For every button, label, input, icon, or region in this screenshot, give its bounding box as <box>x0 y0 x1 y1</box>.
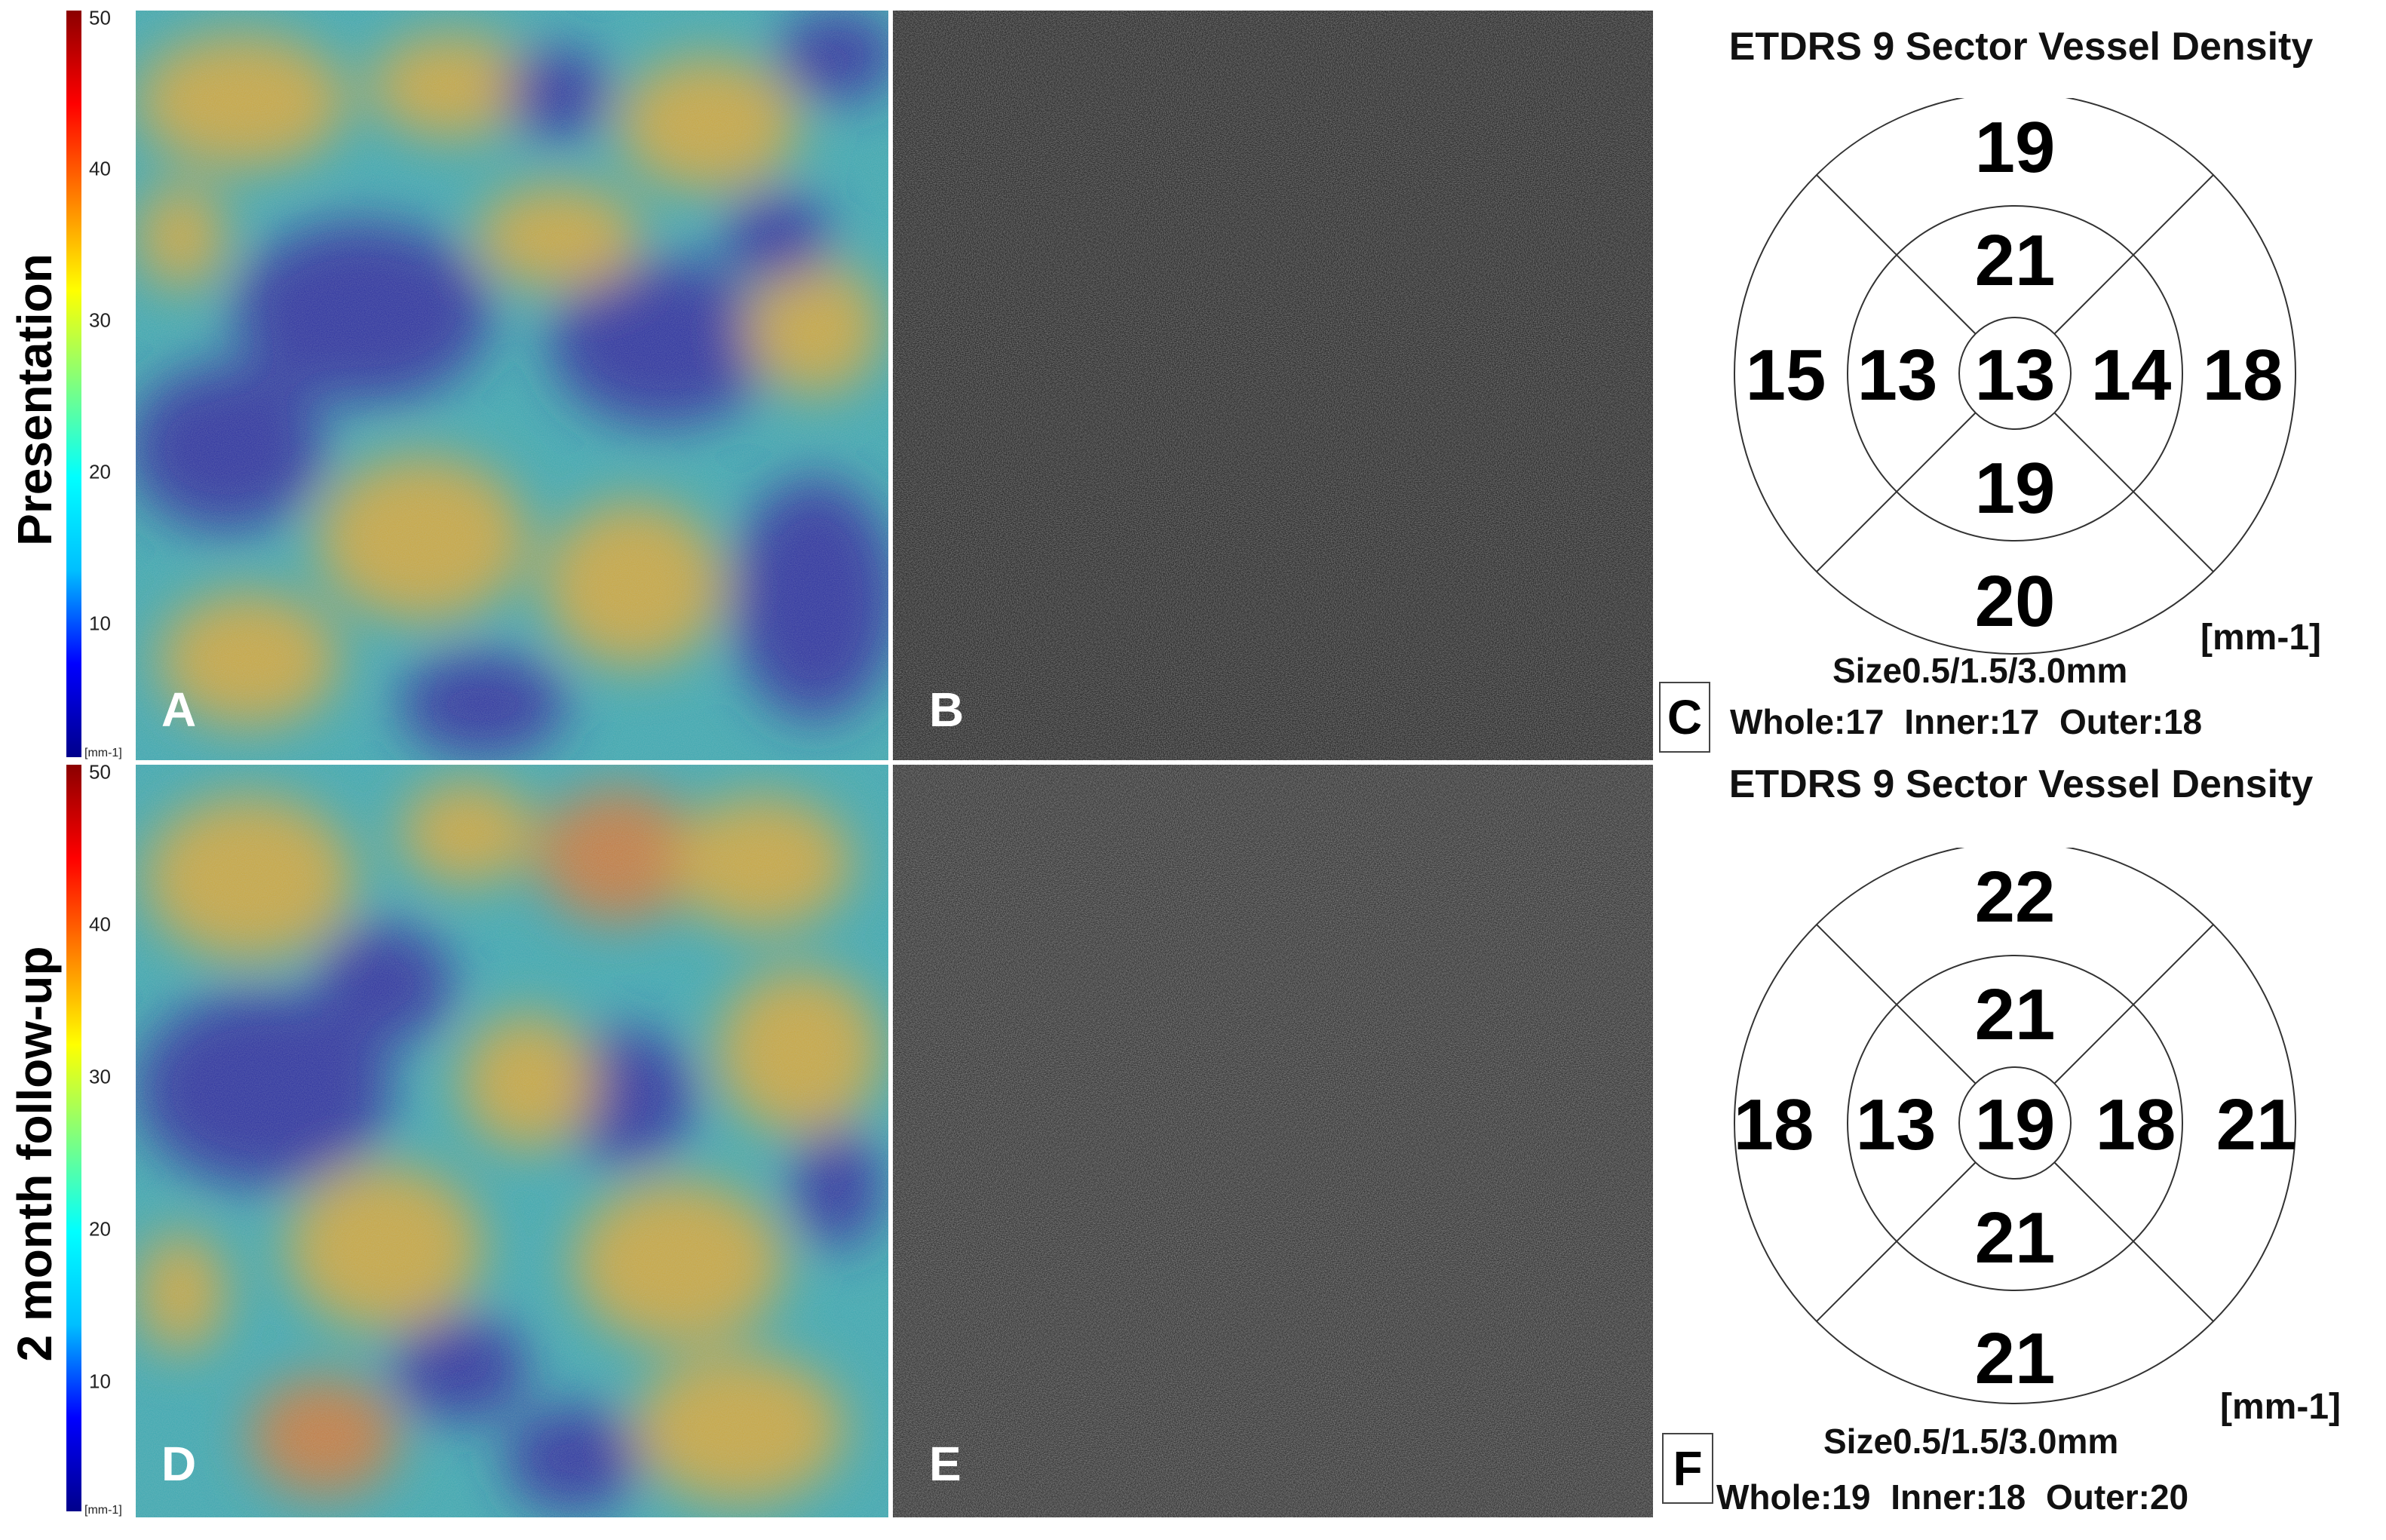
etdrs-stats-c: Whole:17 Inner:17 Outer:18 <box>1730 702 2203 741</box>
row-label-presentation: Presentation <box>8 253 62 546</box>
vessel-density-heatmap-a <box>136 11 888 760</box>
panel-letter-c: C <box>1659 682 1710 753</box>
etdrs-unit-c: [mm-1] <box>2200 618 2322 658</box>
etdrs-grid-f: 22 21 18 13 19 18 21 21 21 <box>1734 848 2297 1404</box>
colorbar-1-tick: 10 <box>89 612 111 635</box>
sector-inner-superior: 21 <box>1975 974 2056 1055</box>
sector-inner-right: 18 <box>2096 1084 2176 1165</box>
sector-outer-superior: 19 <box>1975 107 2056 188</box>
etdrs-size-c: Size0.5/1.5/3.0mm <box>1832 651 2128 690</box>
colorbar-2-unit: [mm-1] <box>84 1504 122 1517</box>
etdrs-grid-c: 19 21 15 13 13 14 18 19 20 <box>1734 98 2296 655</box>
sector-center: 19 <box>1975 1084 2056 1165</box>
panel-letter-b: B <box>929 683 965 737</box>
colorbar-1-tick: 50 <box>89 6 111 29</box>
etdrs-title-f: ETDRS 9 Sector Vessel Density <box>1728 762 2314 806</box>
colorbar-2-tick: 20 <box>89 1217 111 1241</box>
panel-letter-a: A <box>161 683 197 737</box>
vessel-density-heatmap-d <box>136 765 888 1517</box>
sector-outer-left: 18 <box>1734 1084 1814 1165</box>
sector-inner-left: 13 <box>1857 335 1938 416</box>
colorbar-1-tick: 20 <box>89 460 111 483</box>
colorbar-2-tick: 30 <box>89 1065 111 1088</box>
etdrs-size-f: Size0.5/1.5/3.0mm <box>1823 1422 2119 1461</box>
sector-outer-inferior: 21 <box>1975 1318 2056 1399</box>
colorbar-1 <box>66 11 81 757</box>
panel-letter-f: F <box>1662 1433 1713 1504</box>
oct-angiography-image-b <box>893 11 1653 760</box>
etdrs-stats-f: Whole:19 Inner:18 Outer:20 <box>1716 1477 2189 1517</box>
sector-outer-right: 18 <box>2203 335 2283 416</box>
sector-outer-inferior: 20 <box>1975 561 2056 642</box>
sector-inner-left: 13 <box>1856 1084 1937 1165</box>
row-divider <box>136 760 1653 765</box>
sector-outer-superior: 22 <box>1975 857 2056 937</box>
colorbar-1-tick: 40 <box>89 157 111 180</box>
colorbar-2 <box>66 765 81 1511</box>
colorbar-1-unit: [mm-1] <box>84 747 122 759</box>
sector-inner-right: 14 <box>2091 335 2172 416</box>
sector-outer-right: 21 <box>2216 1084 2297 1165</box>
sector-inner-inferior: 21 <box>1975 1198 2056 1278</box>
colorbar-2-tick: 50 <box>89 760 111 784</box>
sector-center: 13 <box>1975 335 2056 416</box>
etdrs-unit-f: [mm-1] <box>2220 1387 2342 1427</box>
sector-inner-inferior: 19 <box>1975 448 2056 529</box>
colorbar-2-tick: 10 <box>89 1370 111 1393</box>
panel-letter-e: E <box>929 1437 961 1491</box>
sector-outer-left: 15 <box>1746 335 1826 416</box>
etdrs-title-c: ETDRS 9 Sector Vessel Density <box>1728 25 2314 69</box>
row-label-follow-up: 2 month follow-up <box>8 946 62 1362</box>
colorbar-1-tick: 30 <box>89 308 111 332</box>
colorbar-2-tick: 40 <box>89 913 111 936</box>
oct-angiography-image-e <box>893 765 1653 1517</box>
panel-letter-d: D <box>161 1437 197 1491</box>
sector-inner-superior: 21 <box>1975 220 2056 301</box>
